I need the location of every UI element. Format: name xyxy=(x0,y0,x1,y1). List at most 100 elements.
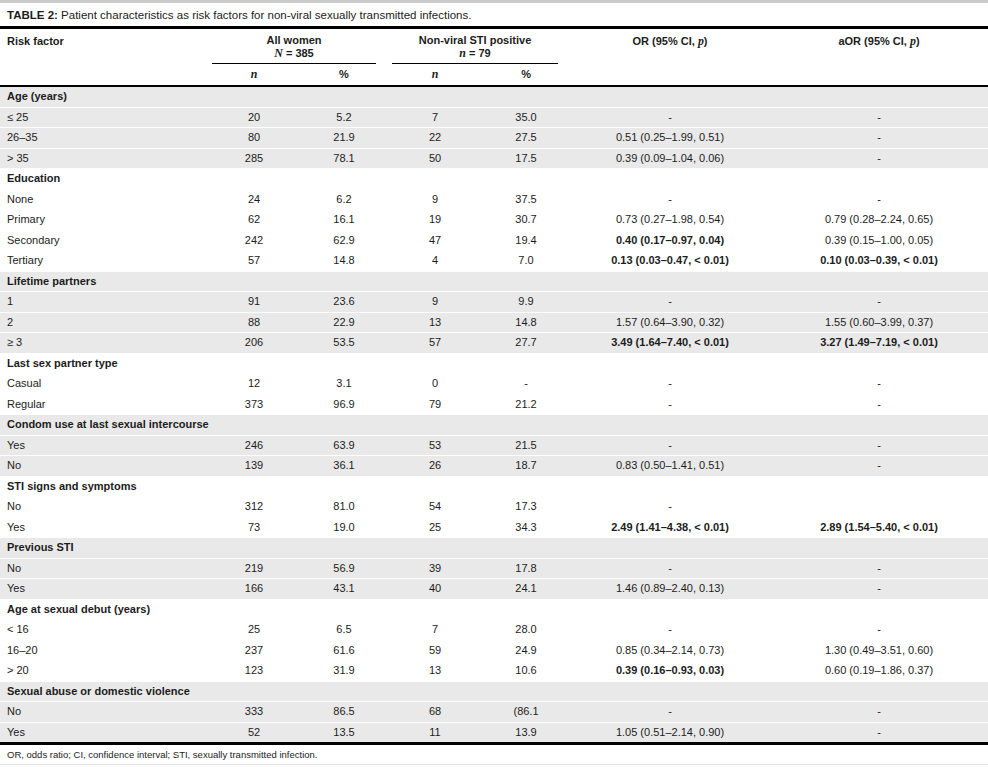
cell-sti-pct: 24.9 xyxy=(482,640,570,661)
cell-sti-pct: 28.0 xyxy=(482,620,570,641)
section-header-row: Last sex partner type xyxy=(0,353,988,374)
footnotes: OR, odds ratio; CI, confidence interval;… xyxy=(0,745,988,767)
cell-aor: - xyxy=(770,374,988,395)
table-row: None246.2937.5-- xyxy=(0,189,988,210)
subheader-n-sti: n xyxy=(388,66,482,86)
cell-aor: - xyxy=(770,107,988,128)
table-row: Yes16643.14024.11.46 (0.89–2.40, 0.13)- xyxy=(0,579,988,600)
cell-all-pct: 23.6 xyxy=(300,292,388,313)
section-label: Last sex partner type xyxy=(0,353,988,374)
row-label: 16–20 xyxy=(0,640,208,661)
cell-all-n: 73 xyxy=(208,517,300,538)
cell-aor: - xyxy=(770,292,988,313)
table-number: TABLE 2: xyxy=(7,9,58,21)
row-label: > 35 xyxy=(0,148,208,169)
row-label: None xyxy=(0,189,208,210)
table-row: > 2012331.91310.60.39 (0.16–0.93, 0.03)0… xyxy=(0,661,988,682)
table-row: > 3528578.15017.50.39 (0.09–1.04, 0.06)- xyxy=(0,148,988,169)
cell-aor xyxy=(770,497,988,518)
cell-sti-n: 47 xyxy=(388,230,482,251)
table-row: No33386.568(86.1-- xyxy=(0,702,988,723)
cell-sti-pct: 34.3 xyxy=(482,517,570,538)
cell-aor: 0.60 (0.19–1.86, 0.37) xyxy=(770,661,988,682)
table-row: Yes7319.02534.32.49 (1.41–4.38, < 0.01)2… xyxy=(0,517,988,538)
cell-all-pct: 56.9 xyxy=(300,558,388,579)
cell-all-n: 91 xyxy=(208,292,300,313)
table-row: Tertiary5714.847.00.13 (0.03–0.47, < 0.0… xyxy=(0,251,988,272)
header-risk-factor: Risk factor xyxy=(0,29,208,86)
cell-or: 3.49 (1.64–7.40, < 0.01) xyxy=(570,333,770,354)
table-row: Primary6216.11930.70.73 (0.27–1.98, 0.54… xyxy=(0,210,988,231)
header-or: OR (95% CI, p) xyxy=(570,29,770,86)
cell-aor: - xyxy=(770,148,988,169)
row-label: Yes xyxy=(0,517,208,538)
cell-or: - xyxy=(570,292,770,313)
cell-sti-pct: 21.2 xyxy=(482,394,570,415)
section-label: STI signs and symptoms xyxy=(0,476,988,497)
table-row: Secondary24262.94719.40.40 (0.17–0.97, 0… xyxy=(0,230,988,251)
cell-all-n: 333 xyxy=(208,702,300,723)
cell-sti-n: 25 xyxy=(388,517,482,538)
row-label: Secondary xyxy=(0,230,208,251)
cell-sti-n: 19 xyxy=(388,210,482,231)
cell-sti-n: 13 xyxy=(388,312,482,333)
section-header-row: Education xyxy=(0,169,988,190)
group2-count: n = 79 xyxy=(392,47,558,60)
cell-all-pct: 6.5 xyxy=(300,620,388,641)
table-row: 19123.699.9-- xyxy=(0,292,988,313)
cell-all-pct: 78.1 xyxy=(300,148,388,169)
section-label: Lifetime partners xyxy=(0,271,988,292)
cell-all-pct: 13.5 xyxy=(300,722,388,744)
cell-aor: - xyxy=(770,620,988,641)
table-header: Risk factor All women N = 385 Non-viral … xyxy=(0,29,988,86)
section-label: Education xyxy=(0,169,988,190)
cell-all-pct: 14.8 xyxy=(300,251,388,272)
cell-sti-pct: 19.4 xyxy=(482,230,570,251)
cell-sti-pct: 24.1 xyxy=(482,579,570,600)
cell-all-pct: 16.1 xyxy=(300,210,388,231)
cell-or: 1.05 (0.51–2.14, 0.90) xyxy=(570,722,770,744)
cell-all-pct: 53.5 xyxy=(300,333,388,354)
cell-or: 0.51 (0.25–1.99, 0.51) xyxy=(570,128,770,149)
cell-or: 0.13 (0.03–0.47, < 0.01) xyxy=(570,251,770,272)
cell-all-n: 24 xyxy=(208,189,300,210)
cell-aor: 2.89 (1.54–5.40, < 0.01) xyxy=(770,517,988,538)
cell-aor: - xyxy=(770,579,988,600)
cell-aor: 0.79 (0.28–2.24, 0.65) xyxy=(770,210,988,231)
cell-or: 1.57 (0.64–3.90, 0.32) xyxy=(570,312,770,333)
cell-or: - xyxy=(570,189,770,210)
cell-sti-n: 50 xyxy=(388,148,482,169)
table-row: No13936.12618.70.83 (0.50–1.41, 0.51)- xyxy=(0,456,988,477)
cell-sti-n: 54 xyxy=(388,497,482,518)
group2-title: Non-viral STI positive xyxy=(392,34,558,47)
cell-all-pct: 63.9 xyxy=(300,435,388,456)
cell-all-pct: 43.1 xyxy=(300,579,388,600)
table-row: < 16256.5728.0-- xyxy=(0,620,988,641)
cell-sti-n: 22 xyxy=(388,128,482,149)
header-aor: aOR (95% CI, p) xyxy=(770,29,988,86)
cell-all-n: 12 xyxy=(208,374,300,395)
section-header-row: Age at sexual debut (years) xyxy=(0,599,988,620)
cell-or: - xyxy=(570,107,770,128)
table-row: No21956.93917.8-- xyxy=(0,558,988,579)
cell-all-pct: 62.9 xyxy=(300,230,388,251)
cell-all-pct: 22.9 xyxy=(300,312,388,333)
table-body: Age (years)≤ 25205.2735.0--26–358021.922… xyxy=(0,86,988,744)
cell-all-pct: 6.2 xyxy=(300,189,388,210)
cell-or: - xyxy=(570,620,770,641)
row-label: Regular xyxy=(0,394,208,415)
row-label: Yes xyxy=(0,722,208,744)
cell-aor: - xyxy=(770,128,988,149)
cell-all-n: 88 xyxy=(208,312,300,333)
cell-aor: - xyxy=(770,394,988,415)
cell-all-pct: 81.0 xyxy=(300,497,388,518)
cell-all-n: 237 xyxy=(208,640,300,661)
table-row: 28822.91314.81.57 (0.64–3.90, 0.32)1.55 … xyxy=(0,312,988,333)
section-header-row: Sexual abuse or domestic violence xyxy=(0,681,988,702)
cell-sti-n: 13 xyxy=(388,661,482,682)
section-header-row: Condom use at last sexual intercourse xyxy=(0,415,988,436)
cell-sti-n: 7 xyxy=(388,107,482,128)
cell-aor: - xyxy=(770,722,988,744)
section-label: Sexual abuse or domestic violence xyxy=(0,681,988,702)
cell-aor: - xyxy=(770,435,988,456)
